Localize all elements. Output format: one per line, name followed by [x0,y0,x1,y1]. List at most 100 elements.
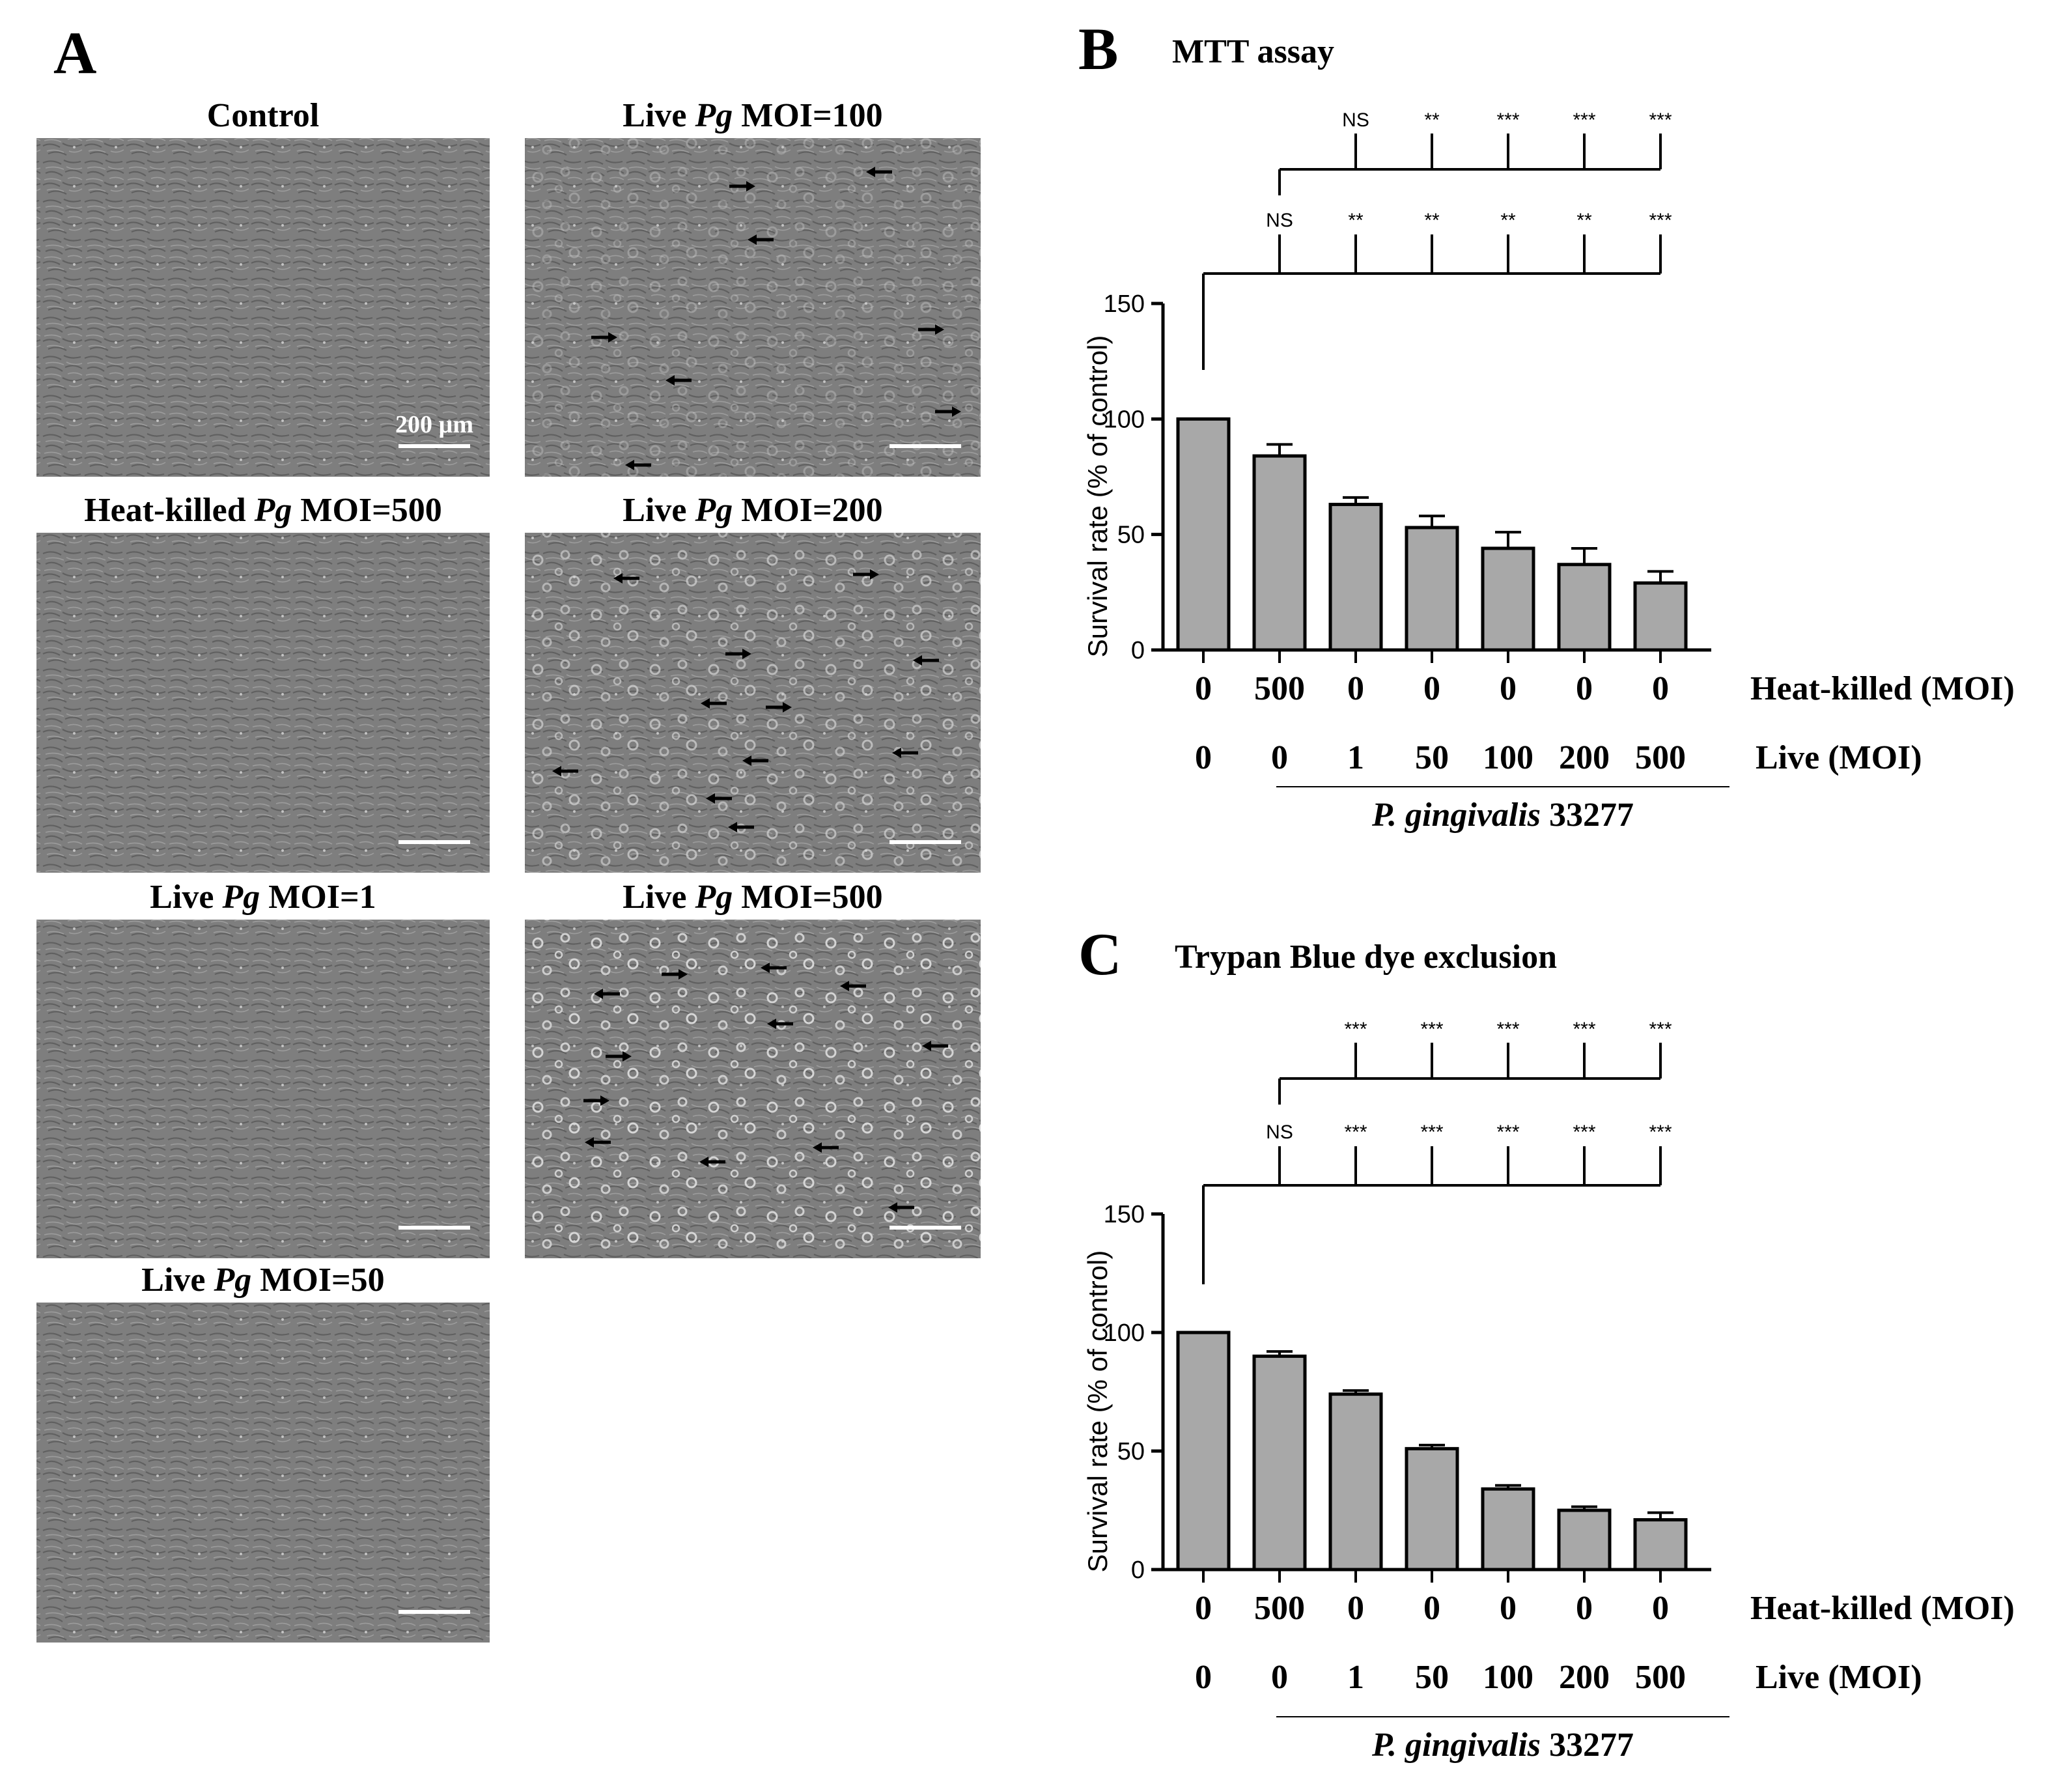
micrograph-image [36,920,490,1258]
cell-arrow [552,766,578,776]
significance-label: *** [1496,109,1519,131]
cell-arrow [767,1019,793,1029]
significance-bracket-vs-control: NS ** ** ** ** *** [1202,210,1672,370]
live-row-label: Live (MOI) [1756,1659,1922,1696]
error-bar [1267,1350,1293,1357]
significance-label: *** [1573,1121,1595,1143]
bar [1328,503,1383,652]
bar [1557,563,1612,652]
cell-arrow [699,1157,725,1167]
micrograph-image [36,1303,490,1643]
significance-label: *** [1573,1019,1595,1040]
live-moi-value: 50 [1415,1659,1449,1696]
panel-a: A Control 200 µm Live Pg MOI=100 Heat-killed… [36,20,981,1643]
error-bar [1343,496,1369,505]
heat-killed-moi-value: 0 [1576,1590,1593,1627]
bar [1633,1518,1688,1572]
live-moi-value: 100 [1483,739,1533,776]
cell-arrow [594,989,620,999]
y-tick-label: 50 [1117,522,1145,549]
error-bar [1419,515,1445,528]
panel-c-chart: C Trypan Blue dye exclusion050100150Survi… [1078,921,2015,1764]
micrograph-image [36,138,490,477]
error-bar [1495,531,1521,548]
live-moi-value: 0 [1271,1659,1288,1696]
cell-arrow [662,969,688,980]
y-tick-label: 50 [1117,1438,1145,1465]
cell-arrow [892,748,918,758]
cell-arrow [606,1051,632,1062]
heat-killed-moi-value: 0 [1576,670,1593,707]
cell-arrow [728,822,754,832]
significance-label: *** [1496,1121,1519,1143]
bar [1252,454,1307,652]
live-moi-value: 1 [1347,739,1364,776]
y-axis-label: Survival rate (% of control) [1082,1250,1113,1573]
cell-arrow [748,234,774,245]
error-bar [1495,1484,1521,1489]
significance-label: *** [1344,1019,1367,1040]
heat-killed-moi-value: 0 [1652,670,1669,707]
cell-arrow [725,649,751,659]
heat-killed-moi-value: 0 [1500,1590,1517,1627]
significance-label: ** [1424,210,1440,231]
y-tick-label: 0 [1131,1557,1145,1584]
y-axis-label: Survival rate (% of control) [1082,335,1113,658]
live-moi-value: 500 [1635,1659,1686,1696]
micrograph-live500: Live Pg MOI=500 [525,879,981,1258]
y-tick-label: 0 [1131,637,1145,664]
heat-killed-moi-value: 0 [1500,670,1517,707]
rounded-cells-overlay [525,533,981,873]
heat-killed-moi-value: 0 [1423,1590,1440,1627]
heat-killed-moi-value: 0 [1195,670,1212,707]
heat-killed-moi-value: 0 [1423,670,1440,707]
significance-label: *** [1573,109,1595,131]
heat-killed-row-label: Heat-killed (MOI) [1750,1590,2015,1627]
significance-label: *** [1649,1019,1672,1040]
cell-arrow [766,702,792,712]
error-bar [1343,1389,1369,1394]
cell-arrow [701,698,727,709]
significance-bracket-vs-heat-killed: *** *** *** *** *** [1278,1019,1672,1105]
significance-label: ** [1500,210,1516,231]
error-bar [1571,1505,1597,1510]
cell-arrow [813,1142,839,1153]
micrograph-live100: Live Pg MOI=100 [525,97,981,477]
cell-arrow [742,755,768,766]
significance-label: *** [1420,1019,1443,1040]
heat-killed-moi-value: 0 [1347,670,1364,707]
cell-arrow [585,1137,611,1148]
micrograph-live1: Live Pg MOI=1 [36,879,490,1258]
cell-arrow [922,1041,948,1051]
scale-bar [399,1226,470,1230]
error-bar [1419,1443,1445,1449]
significance-label: *** [1649,210,1672,231]
scale-bar [399,444,470,448]
cell-arrow [613,573,639,584]
bar [1252,1354,1307,1572]
panel-a-letter: A [53,20,96,86]
micrograph-title: Live Pg MOI=50 [141,1262,384,1299]
significance-label: NS [1342,109,1369,131]
y-tick-label: 100 [1104,406,1145,433]
bar [1405,1446,1459,1572]
live-row-label: Live (MOI) [1756,739,1922,776]
error-bar [1267,443,1293,457]
bar [1481,1487,1535,1572]
chart-title: MTT assay [1172,33,1334,70]
significance-label: *** [1649,109,1672,131]
heat-killed-moi-value: 0 [1195,1590,1212,1627]
live-moi-value: 0 [1195,739,1212,776]
heat-killed-moi-value: 500 [1254,670,1305,707]
scale-bar [889,840,961,844]
error-bar [1647,570,1673,584]
micrograph-live200: Live Pg MOI=200 [525,492,981,873]
live-moi-value: 1 [1347,1659,1364,1696]
live-moi-value: 0 [1195,1659,1212,1696]
cell-arrow [665,375,692,386]
significance-bracket-vs-control: NS *** *** *** *** *** [1202,1121,1672,1284]
micrograph-title: Heat-killed Pg MOI=500 [84,492,442,529]
live-moi-value: 200 [1559,1659,1610,1696]
significance-label: ** [1424,109,1440,131]
